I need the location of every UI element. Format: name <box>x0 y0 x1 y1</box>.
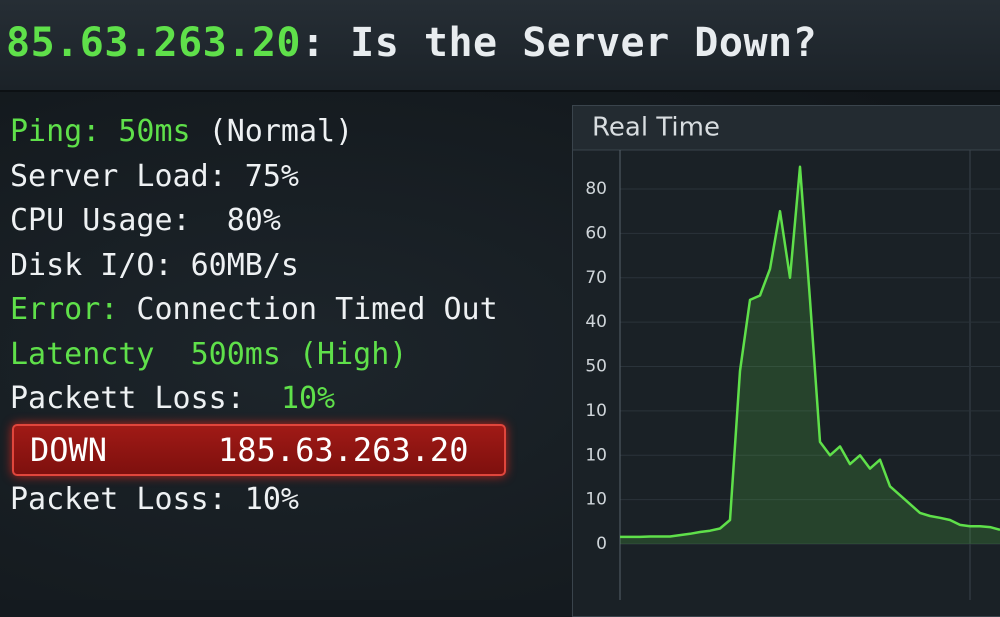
line <box>620 165 1000 539</box>
status-line: Latencty 500ms (High) <box>10 333 550 378</box>
status-text: Server Load: 75% <box>10 158 299 194</box>
down-ip: 185.63.263.20 <box>218 430 469 469</box>
header-title: 85.63.263.20: Is the Server Down? <box>6 20 817 66</box>
chart-title: Real Time <box>592 113 720 143</box>
status-line: Packet Loss: 10% <box>10 481 299 517</box>
area <box>620 166 1000 545</box>
server-ip: 85.63.263.20 <box>6 20 301 66</box>
y-tick-label: 10 <box>585 401 607 421</box>
status-text: 10% <box>280 381 336 416</box>
y-tick-label: 40 <box>585 312 607 332</box>
status-text: Error: <box>10 292 119 327</box>
status-line: CPU Usage: 80% <box>10 199 550 244</box>
status-line: Ping: 50ms (Normal) <box>10 110 550 155</box>
status-line: Server Load: 75% <box>10 155 550 200</box>
y-tick-label: 50 <box>585 357 607 377</box>
title-text: : Is the Server Down? <box>300 20 818 66</box>
status-text: Connection Timed Out <box>118 292 498 327</box>
status-text: Packett Loss: <box>10 381 281 416</box>
y-tick-label: 10 <box>585 445 607 465</box>
status-text: Latencty 500ms (High) <box>10 336 408 372</box>
y-tick-label: 80 <box>585 179 607 199</box>
status-line: Error: Connection Timed Out <box>10 288 550 333</box>
y-tick-label: 60 <box>585 223 607 243</box>
down-state: DOWN <box>30 430 108 469</box>
status-text: Disk I/O: 60MB/s <box>10 247 299 283</box>
y-tick-label: 10 <box>585 490 607 510</box>
down-banner: DOWN 185.63.263.20 <box>12 423 506 476</box>
status-panel: Ping: 50ms (Normal) Server Load: 75% CPU U… <box>10 110 550 522</box>
y-tick-label: 0 <box>596 534 607 554</box>
y-tick-label: 70 <box>585 268 607 288</box>
chart-header <box>573 106 1000 150</box>
status-text: CPU Usage: 80% <box>10 203 281 238</box>
chart: Real Time 80 60 70 40 50 10 10 10 0 <box>573 106 1000 600</box>
status-text: (Normal) <box>190 114 354 149</box>
status-text: Ping: 50ms <box>10 114 191 149</box>
chart-panel <box>572 105 1000 617</box>
status-line: Packett Loss: 10% <box>10 377 550 422</box>
header: 85.63.263.20: Is the Server Down? <box>0 0 1000 92</box>
status-line: Disk I/O: 60MB/s <box>10 244 550 289</box>
